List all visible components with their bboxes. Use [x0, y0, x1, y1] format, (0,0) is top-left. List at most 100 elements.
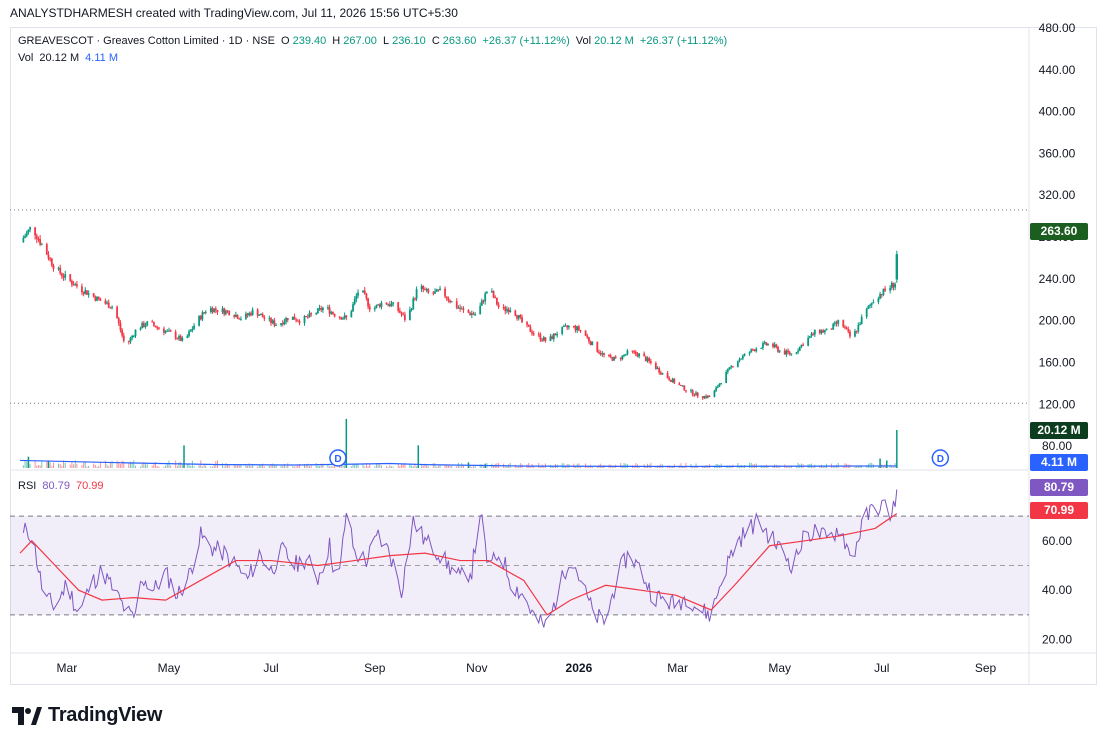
- candle-body: [783, 350, 786, 355]
- candle-body: [813, 329, 816, 335]
- candle-body: [609, 355, 612, 358]
- candle-body: [703, 396, 706, 399]
- candle-body: [410, 309, 413, 311]
- candle-body: [492, 291, 495, 298]
- candle-body: [867, 305, 870, 309]
- candle-body: [504, 307, 507, 312]
- candle-body: [330, 312, 333, 314]
- tradingview-logo[interactable]: TradingView: [12, 704, 162, 727]
- candle-body: [132, 335, 135, 337]
- candle-body: [472, 313, 475, 315]
- time-tick-label: Nov: [466, 661, 487, 675]
- candle-body: [544, 337, 547, 341]
- volume-legend[interactable]: Vol 20.12 M 4.11 M: [18, 52, 121, 64]
- candle-body: [713, 390, 716, 397]
- price-tick-label: 440.00: [1039, 63, 1076, 77]
- candle-body: [248, 313, 251, 316]
- candle-body: [280, 323, 282, 326]
- candle-body: [424, 289, 426, 291]
- candle-body: [69, 274, 72, 281]
- dividend-icon: [931, 449, 950, 467]
- candle-body: [561, 326, 564, 334]
- candle-body: [388, 304, 391, 307]
- candle-body: [447, 298, 450, 301]
- candle-body: [611, 357, 614, 361]
- candle-body: [554, 333, 557, 336]
- candle-body: [834, 322, 836, 324]
- rsi-label: RSI: [18, 480, 37, 492]
- candle-body: [608, 354, 610, 356]
- candle-body: [72, 284, 75, 286]
- candle-body: [877, 298, 880, 303]
- candle-body: [497, 304, 500, 308]
- rsi-line: [22, 489, 898, 628]
- candle-body: [179, 336, 182, 341]
- candle-body: [34, 227, 36, 236]
- candle-body: [542, 337, 545, 341]
- time-tick-label: Mar: [57, 661, 78, 675]
- candle-body: [696, 392, 699, 397]
- candle-body: [649, 361, 652, 363]
- candle-body: [537, 333, 540, 335]
- rsi-legend[interactable]: RSI 80.79 70.99: [18, 480, 107, 492]
- candle-body: [485, 291, 488, 294]
- price-tick-label: 400.00: [1039, 105, 1076, 119]
- candle-body: [589, 341, 592, 346]
- rsi-band: [10, 515, 1029, 616]
- candle-body: [380, 302, 383, 307]
- candle-body: [755, 348, 758, 352]
- candle-body: [631, 350, 634, 352]
- time-tick-label: Mar: [667, 661, 688, 675]
- candle-body: [402, 314, 405, 316]
- candle-body: [872, 302, 875, 304]
- candle-body: [619, 357, 622, 360]
- chart-svg[interactable]: DD 480.00440.00400.00360.00320.00280.002…: [0, 0, 1106, 690]
- high-label: H: [332, 35, 341, 47]
- candle-body: [731, 366, 734, 368]
- candle-body: [104, 300, 107, 304]
- symbol-title[interactable]: GREAVESCOT · Greaves Cotton Limited · 1D…: [18, 35, 275, 47]
- candle-body: [412, 298, 415, 310]
- candle-body: [825, 328, 828, 331]
- price-tick-label: 480.00: [1039, 21, 1076, 35]
- candle-body: [166, 330, 169, 332]
- rsi-ma-line: [19, 513, 898, 616]
- candle-body: [670, 380, 672, 383]
- change-value: +26.37 (+11.12%): [482, 35, 570, 47]
- candle-body: [188, 331, 190, 336]
- candle-body: [385, 302, 388, 305]
- candle-body: [116, 306, 118, 319]
- candle-body: [509, 310, 512, 313]
- candle-body: [884, 288, 887, 291]
- candle-body: [76, 284, 78, 287]
- candle-body: [810, 333, 813, 337]
- candle-body: [96, 296, 98, 301]
- candle-body: [439, 288, 441, 291]
- candle-body: [598, 351, 600, 353]
- candle-body: [748, 352, 751, 354]
- candle-body: [365, 293, 368, 299]
- symbol-legend[interactable]: GREAVESCOT · Greaves Cotton Limited · 1D…: [18, 35, 730, 47]
- rsi-value: 80.79: [42, 480, 70, 492]
- candle-body: [71, 280, 73, 285]
- volume-tag: 20.12 M: [1030, 422, 1088, 439]
- candle-body: [683, 385, 686, 391]
- candle-body: [818, 329, 821, 334]
- candle-body: [22, 237, 25, 243]
- candle-body: [332, 312, 334, 314]
- candle-body: [634, 351, 637, 355]
- candle-body: [268, 318, 271, 320]
- candle-body: [449, 300, 451, 303]
- time-tick-label: Sep: [364, 661, 386, 675]
- candle-body: [163, 328, 165, 333]
- volume-value: 20.12 M: [39, 52, 80, 64]
- candle-body: [599, 352, 602, 355]
- candle-body: [189, 330, 192, 332]
- candle-body: [445, 296, 448, 299]
- candle-body: [315, 313, 318, 315]
- low-value: 236.10: [392, 35, 426, 47]
- chart-frame[interactable]: [10, 27, 1097, 685]
- candle-body: [879, 294, 881, 299]
- candle-body: [549, 336, 552, 341]
- candle-body: [484, 293, 487, 302]
